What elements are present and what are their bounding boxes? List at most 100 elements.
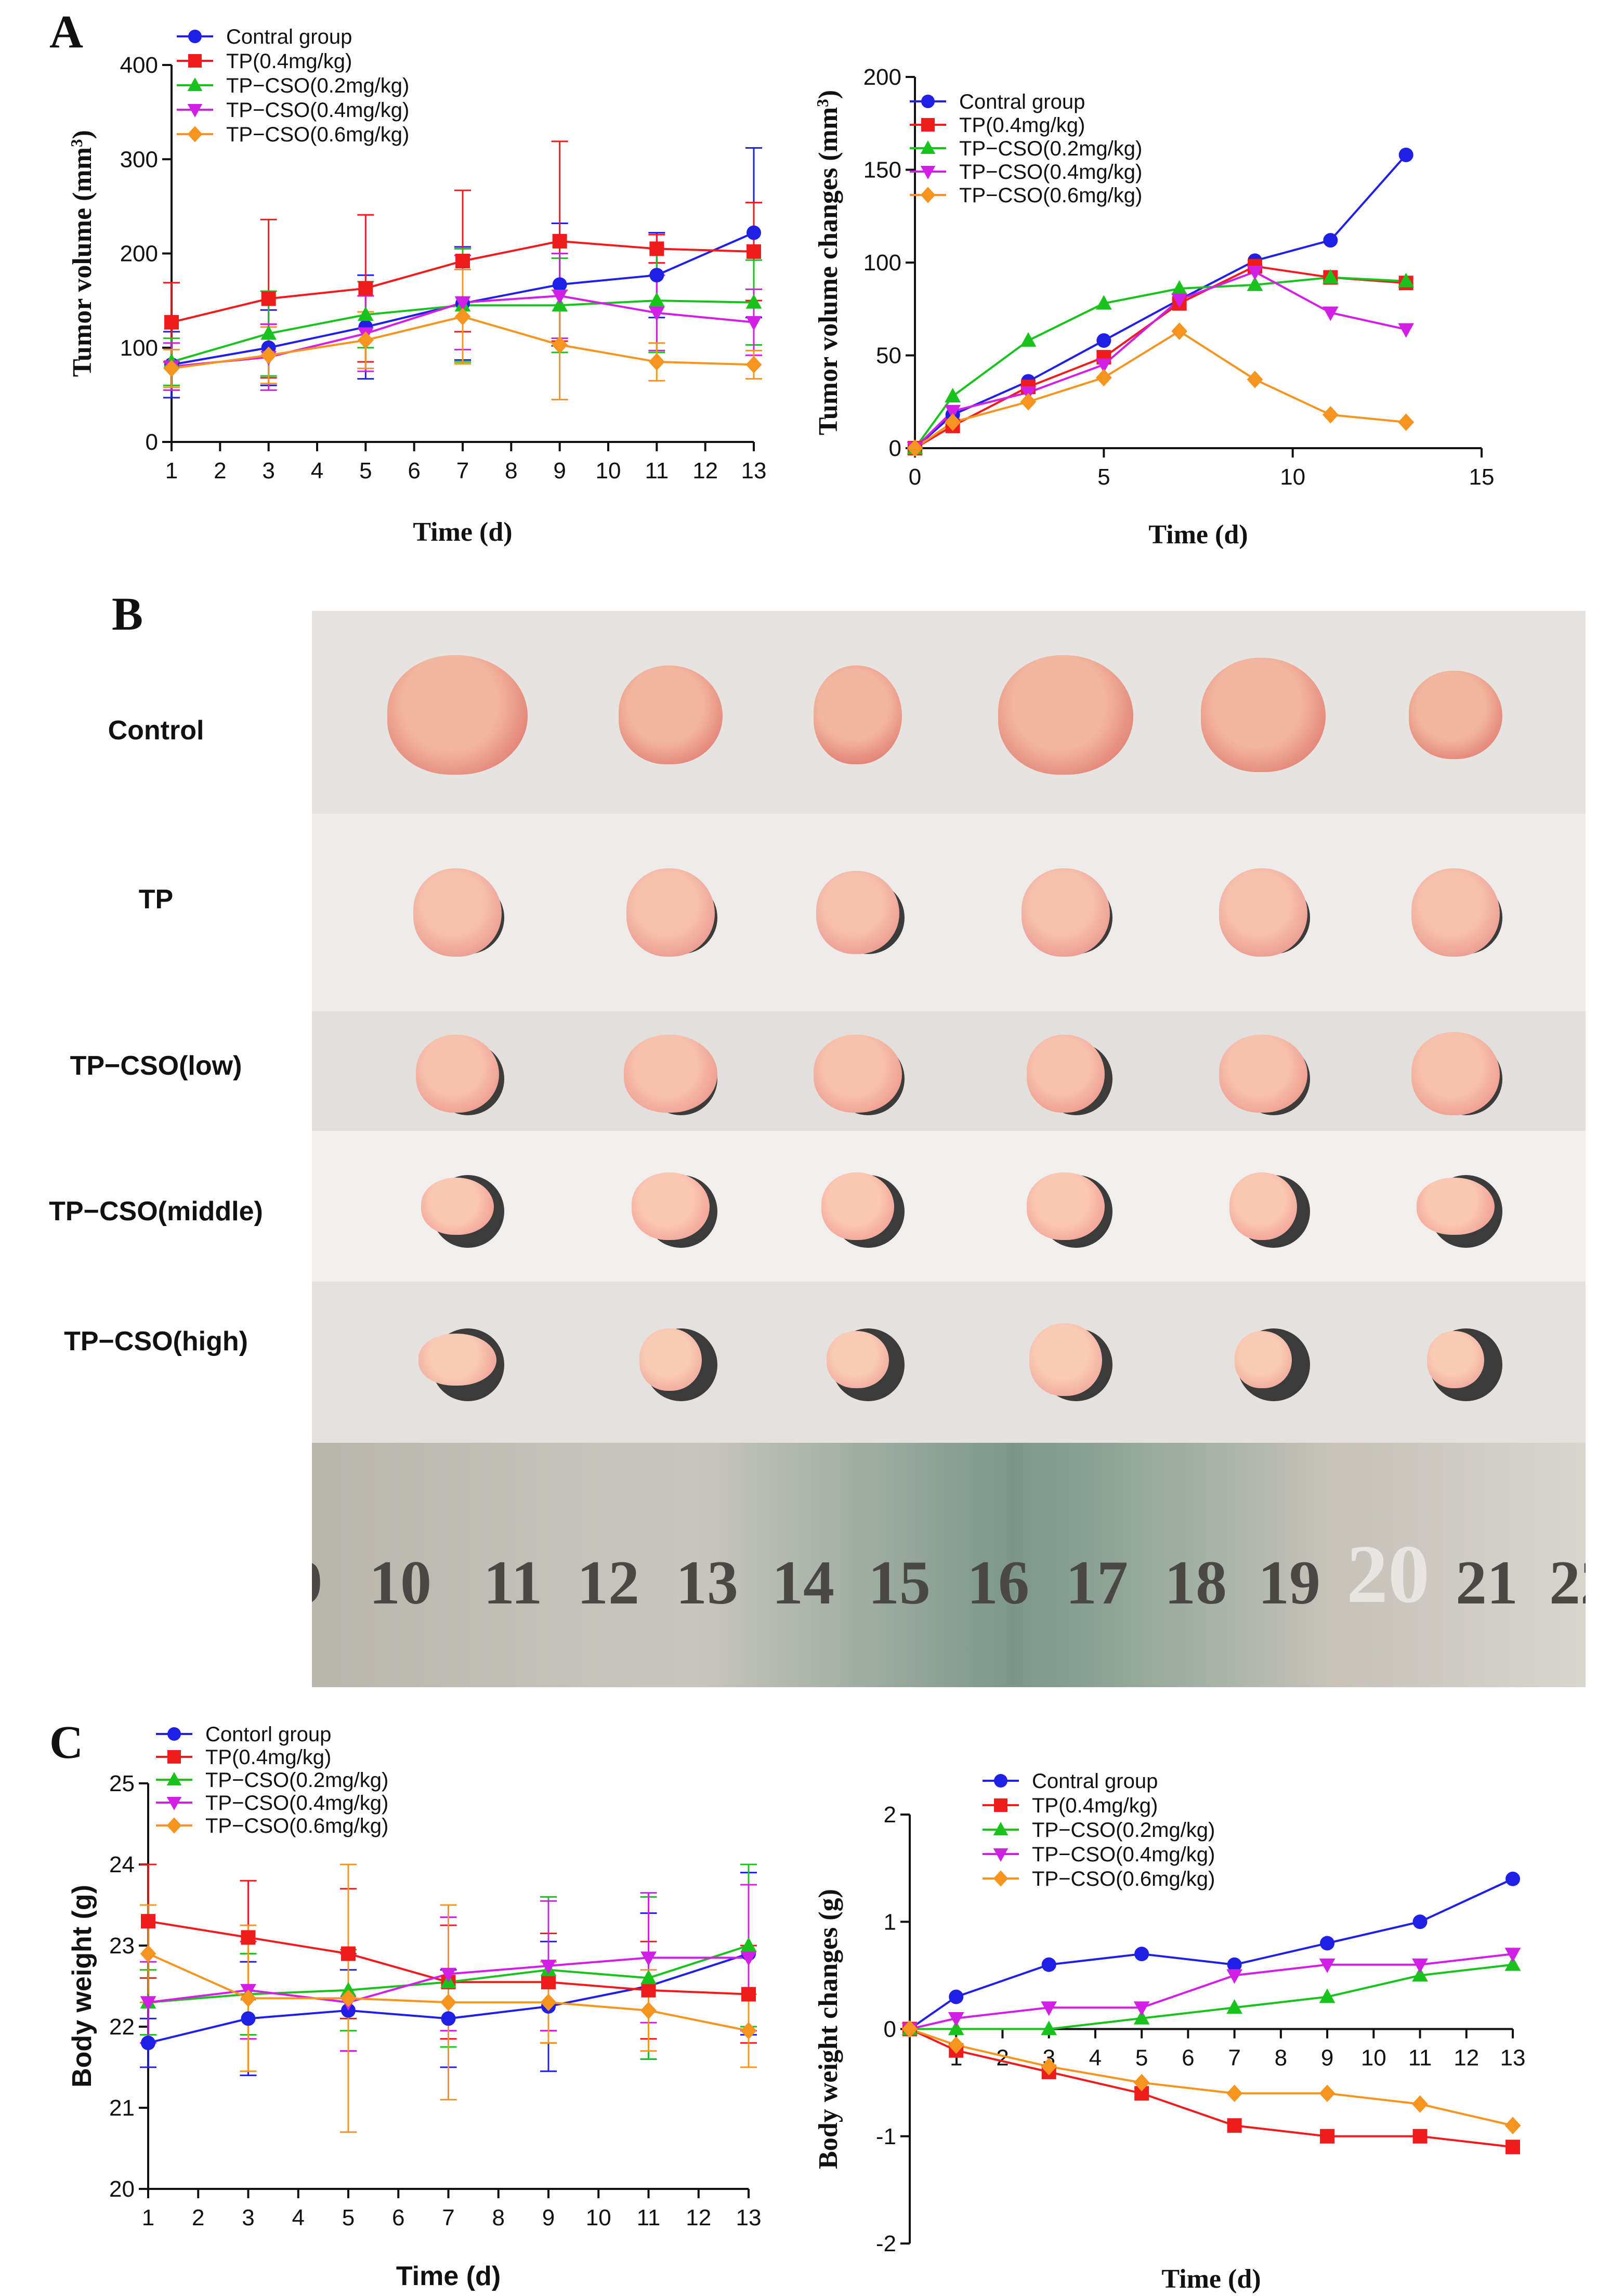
series-line — [909, 1953, 1513, 2030]
ruler-number: 18 — [1164, 1548, 1227, 1617]
x-tick-label: 11 — [645, 458, 669, 484]
tumor-specimen — [1219, 1035, 1307, 1113]
photo-row-band — [312, 1282, 1586, 1443]
x-tick-label: 3 — [262, 458, 274, 484]
series-line — [914, 276, 1406, 449]
ruler-number: 11 — [483, 1548, 543, 1617]
legend-label: TP−CSO(0.4mg/kg) — [226, 99, 409, 122]
legend-marker — [920, 187, 936, 203]
data-point — [949, 1989, 964, 2004]
x-tick-label: 10 — [1280, 464, 1305, 490]
series-line — [909, 2028, 1513, 2148]
panel-letter-a: A — [49, 6, 83, 58]
photo-row-band — [312, 1131, 1586, 1282]
tumor-specimen — [387, 655, 528, 775]
legend-marker — [166, 1817, 182, 1834]
x-tick-label: 4 — [292, 2205, 305, 2230]
data-point — [140, 1945, 156, 1963]
legend-marker — [187, 103, 203, 118]
data-point — [1133, 2001, 1150, 2016]
x-tick-label: 9 — [553, 458, 566, 484]
tumor-specimen — [816, 871, 899, 954]
data-point — [1398, 272, 1415, 288]
row-label-low: TP−CSO(low) — [70, 1051, 242, 1081]
legend-marker — [993, 1822, 1009, 1836]
legend-label: TP(0.4mg/kg) — [959, 114, 1085, 137]
data-point — [1412, 1967, 1428, 1982]
data-point — [1095, 358, 1112, 373]
data-point — [357, 306, 374, 321]
data-point — [1247, 371, 1263, 388]
tumor-specimen — [814, 666, 902, 764]
legend-marker — [994, 1798, 1007, 1812]
tumor-specimen — [418, 1334, 496, 1386]
data-point — [140, 1996, 156, 2011]
y-tick-label: 100 — [120, 335, 158, 361]
data-point — [648, 353, 665, 371]
x-tick-label: 6 — [392, 2205, 404, 2230]
data-point — [241, 1930, 256, 1945]
data-point — [1020, 332, 1037, 347]
row-label-tp: TP — [138, 884, 174, 915]
x-tick-label: 11 — [637, 2205, 661, 2230]
photo-row-band — [312, 814, 1586, 1011]
data-point — [747, 244, 761, 259]
x-tick-label: 1 — [142, 2205, 154, 2230]
legend-label: TP−CSO(0.6mg/kg) — [1032, 1868, 1215, 1890]
row-label-high: TP−CSO(high) — [64, 1326, 248, 1356]
legend-label: TP−CSO(0.6mg/kg) — [226, 123, 409, 146]
x-tick-label: 12 — [1454, 2045, 1479, 2071]
series-line — [914, 154, 1407, 449]
data-point — [745, 294, 762, 309]
tumor-specimen — [1029, 1323, 1102, 1396]
x-tick-label: 2 — [192, 2205, 204, 2230]
ruler-number: 22 — [1549, 1548, 1586, 1617]
legend-marker — [920, 165, 936, 179]
tumor-specimen — [413, 868, 502, 957]
legend-marker — [187, 77, 203, 92]
data-point — [1133, 2073, 1150, 2092]
data-point — [241, 2011, 256, 2026]
legend-label: Contorl group — [205, 1723, 331, 1746]
data-point — [1506, 2140, 1520, 2155]
legend-label: TP−CSO(0.6mg/kg) — [959, 184, 1142, 207]
x-tick-label: 5 — [1135, 2045, 1148, 2071]
row-label-middle: TP−CSO(middle) — [49, 1196, 263, 1227]
data-point — [1398, 147, 1413, 162]
y-tick-label: -2 — [876, 2231, 896, 2256]
data-point — [641, 1982, 656, 1998]
ruler-number: 14 — [772, 1548, 834, 1617]
photo-row-band — [312, 1011, 1586, 1131]
data-point — [1504, 1956, 1521, 1971]
ruler-number: 13 — [676, 1548, 738, 1617]
y-tick-label: 300 — [120, 147, 158, 172]
tumor-specimen — [998, 655, 1133, 775]
data-point — [441, 2011, 456, 2026]
data-point — [1319, 1988, 1336, 2003]
data-point — [1322, 406, 1339, 424]
legend-label: TP−CSO(0.2mg/kg) — [1032, 1819, 1215, 1842]
legend-marker — [921, 118, 935, 132]
y-tick-label: 0 — [889, 436, 901, 461]
data-point — [740, 1937, 757, 1952]
data-point — [640, 1969, 657, 1985]
ruler-number: 20 — [1346, 1528, 1430, 1620]
legend-label: TP−CSO(0.4mg/kg) — [205, 1792, 388, 1815]
x-tick-label: 7 — [442, 2205, 454, 2230]
data-point — [745, 356, 762, 374]
series-line — [909, 2028, 1513, 2127]
data-point — [1412, 1958, 1428, 1973]
legend-label: TP−CSO(0.6mg/kg) — [205, 1815, 388, 1837]
tumor-specimen — [1417, 1178, 1495, 1235]
legend-label: TP(0.4mg/kg) — [1032, 1794, 1158, 1817]
data-point — [640, 2002, 657, 2019]
data-point — [540, 1960, 557, 1975]
data-point — [1095, 295, 1112, 310]
data-point — [1134, 1947, 1149, 1962]
y-tick-label: 1 — [884, 1909, 896, 1935]
data-point — [454, 308, 471, 325]
ruler-number: 12 — [577, 1548, 639, 1617]
x-axis-label: Time (d) — [1148, 520, 1248, 550]
legend-label: TP−CSO(0.2mg/kg) — [205, 1769, 388, 1792]
data-point — [1412, 2129, 1428, 2144]
